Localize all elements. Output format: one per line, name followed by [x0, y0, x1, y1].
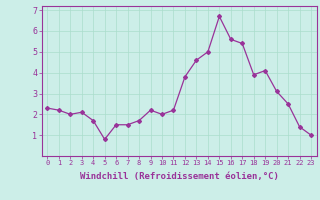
X-axis label: Windchill (Refroidissement éolien,°C): Windchill (Refroidissement éolien,°C) — [80, 172, 279, 181]
